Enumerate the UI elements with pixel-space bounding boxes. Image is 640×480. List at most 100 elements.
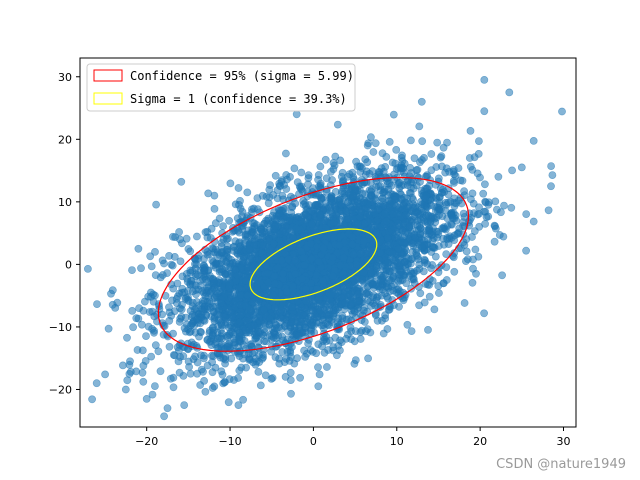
- scatter-point: [234, 184, 243, 192]
- scatter-point: [386, 200, 394, 209]
- scatter-point: [403, 320, 412, 329]
- scatter-point: [406, 136, 415, 145]
- scatter-point: [310, 321, 318, 330]
- scatter-point: [313, 313, 321, 322]
- scatter-point: [170, 351, 179, 360]
- scatter-point: [354, 289, 362, 298]
- scatter-point: [415, 301, 423, 310]
- scatter-point: [315, 370, 324, 379]
- scatter-point: [496, 208, 505, 217]
- scatter-point: [468, 278, 477, 287]
- scatter-point: [204, 189, 213, 198]
- scatter-point: [123, 376, 132, 385]
- scatter-point: [425, 292, 434, 301]
- scatter-point: [430, 305, 439, 314]
- scatter-point: [432, 194, 441, 203]
- scatter-point: [286, 376, 295, 384]
- scatter-point: [153, 310, 161, 319]
- scatter-point: [434, 289, 443, 297]
- scatter-point: [353, 275, 362, 284]
- scatter-point: [450, 267, 459, 276]
- scatter-point: [255, 278, 264, 287]
- scatter-point: [194, 285, 203, 294]
- scatter-point: [420, 255, 429, 264]
- scatter-point: [322, 363, 331, 371]
- scatter-point: [168, 232, 177, 241]
- scatter-point: [364, 354, 372, 363]
- scatter-point: [424, 325, 432, 334]
- scatter-point: [373, 205, 382, 214]
- scatter-point: [286, 368, 295, 377]
- scatter-point: [389, 110, 398, 119]
- scatter-point: [265, 193, 274, 202]
- scatter-point: [221, 262, 230, 271]
- scatter-point: [438, 188, 446, 197]
- scatter-point: [400, 198, 409, 207]
- scatter-point: [88, 395, 96, 404]
- scatter-point: [447, 220, 456, 229]
- scatter-point: [282, 354, 291, 363]
- scatter-point: [468, 189, 477, 198]
- scatter-point: [362, 289, 371, 298]
- scatter-point: [359, 198, 368, 207]
- scatter-point: [349, 250, 358, 259]
- scatter-point: [139, 377, 148, 386]
- scatter-point: [462, 247, 471, 256]
- scatter-point: [326, 203, 334, 212]
- scatter-point: [147, 352, 156, 361]
- scatter-point: [266, 181, 274, 189]
- scatter-point: [192, 304, 201, 313]
- scatter-point: [239, 395, 247, 404]
- scatter-point: [436, 153, 445, 162]
- scatter-point: [442, 200, 451, 209]
- scatter-point: [382, 217, 391, 226]
- scatter-point: [376, 249, 385, 257]
- scatter-point: [449, 167, 458, 176]
- scatter-point: [225, 216, 233, 225]
- scatter-point: [226, 179, 235, 188]
- scatter-point: [383, 292, 391, 301]
- scatter-point: [128, 266, 136, 274]
- scatter-point: [225, 283, 233, 292]
- scatter-point: [479, 189, 488, 198]
- scatter-point: [356, 249, 365, 258]
- scatter-point: [371, 139, 380, 148]
- scatter-point: [84, 264, 92, 273]
- scatter-point: [423, 203, 432, 212]
- scatter-point: [462, 235, 471, 244]
- scatter-point: [360, 317, 369, 326]
- scatter-point: [348, 240, 357, 249]
- scatter-point: [312, 271, 321, 280]
- scatter-point: [233, 246, 242, 255]
- scatter-point: [201, 387, 210, 396]
- scatter-point: [403, 177, 411, 186]
- scatter-point: [235, 329, 244, 337]
- scatter-point: [148, 324, 156, 333]
- scatter-point: [237, 290, 245, 299]
- scatter-point: [456, 176, 465, 185]
- scatter-point: [220, 378, 229, 387]
- scatter-point: [273, 263, 282, 272]
- scatter-point: [263, 269, 272, 278]
- scatter-point: [262, 261, 271, 270]
- scatter-point: [401, 210, 410, 219]
- scatter-point: [307, 264, 316, 272]
- scatter-point: [336, 156, 345, 165]
- scatter-point: [405, 223, 413, 232]
- scatter-point: [336, 195, 344, 204]
- scatter-point: [194, 316, 203, 324]
- scatter-point: [151, 271, 160, 279]
- scatter-point: [335, 241, 344, 250]
- scatter-point: [326, 291, 335, 300]
- scatter-point: [270, 272, 279, 280]
- scatter-point: [389, 280, 398, 289]
- scatter-point: [297, 247, 305, 256]
- scatter-point: [431, 252, 440, 261]
- scatter-point: [480, 309, 488, 318]
- scatter-point: [439, 143, 448, 152]
- scatter-point: [288, 203, 296, 212]
- scatter-point: [383, 258, 392, 267]
- scatter-point: [294, 332, 303, 340]
- scatter-point: [200, 376, 208, 385]
- scatter-point: [380, 209, 389, 218]
